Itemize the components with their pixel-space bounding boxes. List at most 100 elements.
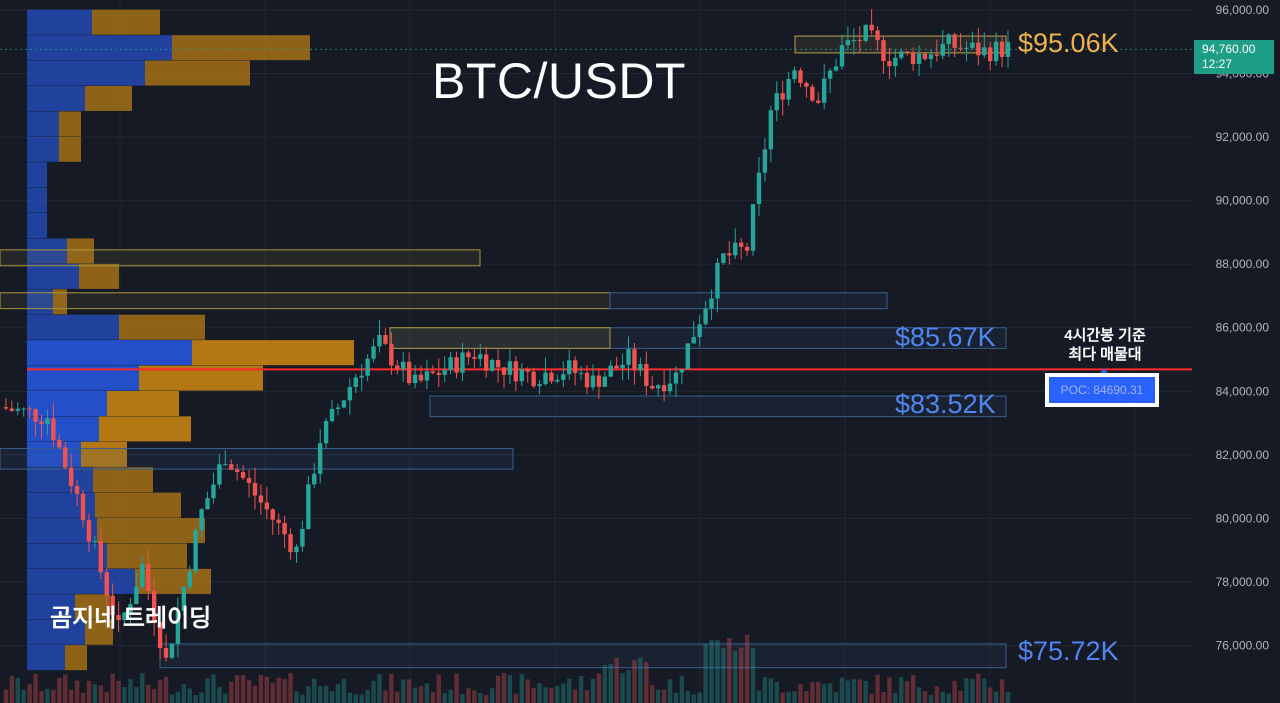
volume-bar <box>531 687 536 703</box>
volume-profile-sell-bar <box>59 136 81 162</box>
volume-bar <box>146 684 151 703</box>
candle-up <box>703 308 708 325</box>
candle-down <box>922 53 928 60</box>
candle-up <box>839 45 845 67</box>
volume-bar <box>104 692 109 703</box>
candle-countdown: 12:27 <box>1202 57 1233 71</box>
volume-bar <box>602 665 607 703</box>
volume-bar <box>1005 692 1011 703</box>
candle-down <box>472 357 477 359</box>
volume-bar <box>952 680 957 703</box>
zone-box-87k <box>0 292 611 310</box>
candle-down <box>74 486 80 494</box>
candle-up <box>768 110 774 150</box>
candle-down <box>887 61 892 67</box>
volume-bar <box>697 692 702 703</box>
candle-up <box>685 343 691 370</box>
volume-profile-sell-bar <box>107 390 179 416</box>
candle-up <box>353 377 358 387</box>
volume-bar <box>27 684 32 703</box>
candle-down <box>418 374 424 381</box>
candle-up <box>169 643 175 658</box>
volume-bar <box>395 691 400 703</box>
volume-bar <box>45 688 50 703</box>
volume-bar <box>140 673 145 703</box>
candle-up <box>543 372 548 385</box>
volume-bar <box>988 687 993 703</box>
volume-bar <box>86 680 92 703</box>
volume-bar <box>685 690 691 703</box>
zone-box-82k <box>0 447 514 470</box>
candle-up <box>211 484 216 499</box>
candle-up <box>199 509 204 531</box>
candle-down <box>389 343 394 366</box>
volume-profile-buy-bar <box>27 543 107 569</box>
candle-down <box>905 51 910 53</box>
volume-bar <box>33 673 38 703</box>
volume-profile-sell-bar <box>85 619 113 645</box>
zone-box-75k <box>159 643 1007 669</box>
candle-down <box>104 572 109 596</box>
volume-bar <box>329 691 335 703</box>
volume-bar <box>650 685 655 703</box>
candle-up <box>946 34 951 44</box>
candle-up <box>679 369 685 373</box>
candle-up <box>940 43 945 56</box>
volume-bar <box>163 676 169 703</box>
candle-up <box>626 349 631 365</box>
candle-up <box>193 530 198 572</box>
candle-down <box>525 369 530 372</box>
volume-bar <box>341 678 347 703</box>
candle-down <box>229 464 234 470</box>
volume-profile-sell-bar <box>93 467 153 493</box>
candle-up <box>317 443 323 474</box>
candle-down <box>466 352 471 358</box>
candle-down <box>146 564 151 591</box>
candle-up <box>412 374 418 384</box>
candle-up <box>638 364 643 371</box>
volume-profile-buy-bar <box>27 289 53 315</box>
candle-up <box>928 54 934 60</box>
volume-bar <box>620 673 625 703</box>
volume-bar <box>596 673 602 703</box>
volume-profile-sell-bar-strong <box>81 441 127 467</box>
volume-bar <box>74 680 80 703</box>
candle-up <box>323 420 329 444</box>
candle-down <box>988 47 993 62</box>
candle-up <box>134 587 139 605</box>
candle-up <box>863 24 868 41</box>
candle-up <box>774 93 779 111</box>
volume-bar <box>928 694 934 703</box>
candle-up <box>45 418 50 424</box>
volume-profile-buy-bar <box>27 60 145 86</box>
candle-up <box>721 253 726 263</box>
candle-down <box>596 375 602 387</box>
volume-bar <box>816 681 821 703</box>
volume-bar <box>567 678 572 703</box>
zone-box-88k <box>0 249 481 267</box>
candle-up <box>294 546 299 553</box>
candle-up <box>827 70 833 79</box>
volume-bar <box>774 681 779 703</box>
volume-bar <box>561 683 566 703</box>
volume-bar <box>252 685 258 703</box>
volume-profile-buy-bar <box>27 162 47 188</box>
volume-bar <box>537 683 542 703</box>
candle-up <box>478 354 483 359</box>
volume-bar <box>294 691 299 703</box>
candle-up <box>893 57 898 67</box>
volume-bar <box>964 678 969 703</box>
volume-bar <box>323 685 329 703</box>
volume-bar <box>353 694 358 703</box>
volume-bar <box>401 679 406 703</box>
volume-profile-buy-bar <box>27 340 192 366</box>
candle-down <box>738 242 744 247</box>
volume-profile-sell-bar <box>75 594 110 620</box>
candle-up <box>567 360 572 375</box>
candle-down <box>3 407 9 409</box>
candle-down <box>110 595 115 616</box>
volume-bar <box>519 674 524 703</box>
candle-down <box>157 622 163 649</box>
volume-bar <box>80 693 86 703</box>
